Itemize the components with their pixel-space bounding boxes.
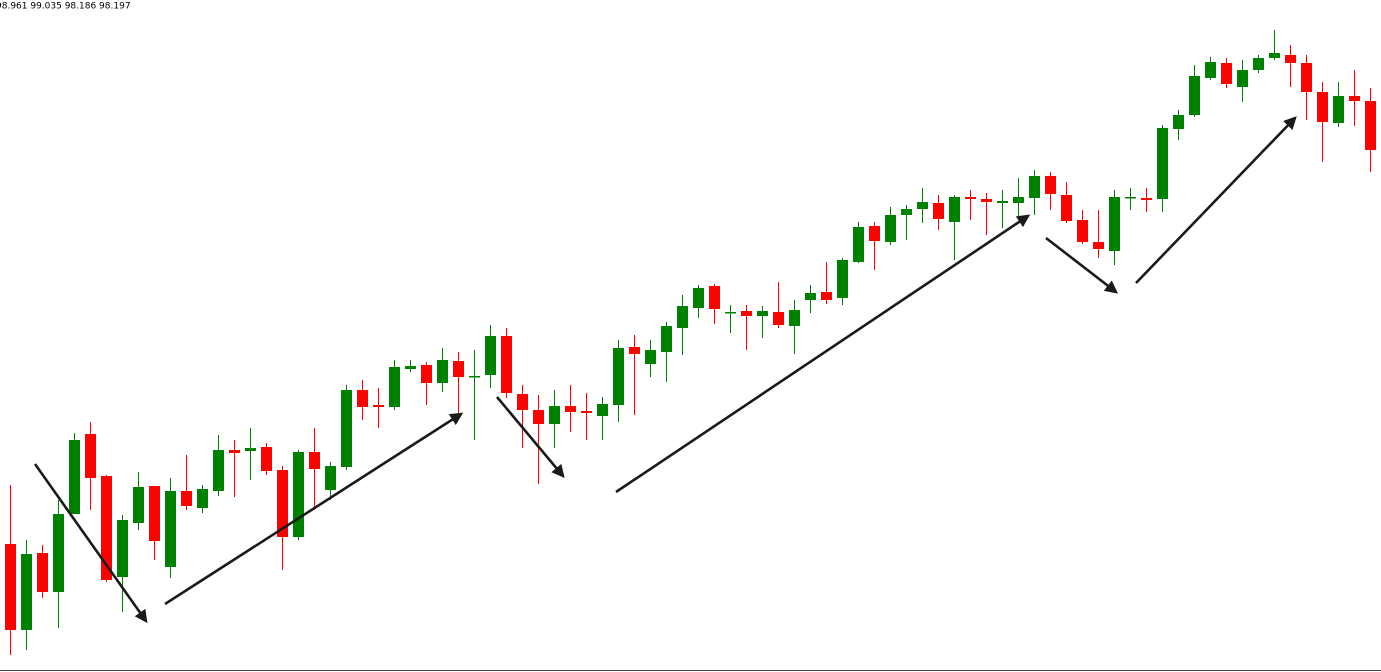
candle-body — [949, 197, 960, 222]
candle-body — [357, 390, 368, 407]
trend-arrows — [33, 116, 1297, 624]
candle-body — [677, 306, 688, 328]
candle-body — [1093, 242, 1104, 249]
arrow — [615, 214, 1031, 494]
candle-body — [965, 197, 976, 199]
candle-body — [1301, 63, 1312, 92]
candle-body — [229, 450, 240, 453]
candle-body — [341, 390, 352, 467]
ohlc-header: 98.961 99.035 98.186 98.197 — [0, 2, 131, 12]
candle-body — [405, 366, 416, 369]
candle-body — [197, 489, 208, 508]
candle-body — [1157, 128, 1168, 199]
candle-body — [629, 347, 640, 354]
candles — [5, 30, 1376, 655]
candle-body — [917, 202, 928, 209]
candle-body — [5, 544, 16, 630]
candle-body — [1013, 197, 1024, 203]
candle-body — [1205, 62, 1216, 78]
candle-body — [325, 466, 336, 490]
candle-body — [1333, 96, 1344, 123]
candle-body — [149, 486, 160, 541]
candle-body — [597, 404, 608, 416]
candle-body — [549, 406, 560, 424]
candle-body — [741, 311, 752, 316]
candle-body — [789, 310, 800, 326]
candle-body — [1029, 176, 1040, 198]
candle-body — [69, 440, 80, 514]
candle-body — [821, 292, 832, 300]
candle-body — [469, 376, 480, 378]
arrow — [1135, 116, 1297, 284]
candle-body — [85, 434, 96, 478]
candle-body — [1061, 195, 1072, 221]
candle-body — [165, 491, 176, 567]
candle-body — [933, 203, 944, 219]
candle-body — [437, 360, 448, 383]
candle-body — [293, 452, 304, 537]
arrow — [33, 463, 148, 624]
candle-body — [453, 361, 464, 377]
candle-body — [613, 348, 624, 405]
candle-body — [757, 311, 768, 316]
candle-body — [485, 336, 496, 375]
candle-body — [373, 405, 384, 407]
candle-body — [901, 209, 912, 215]
candle-body — [1141, 198, 1152, 200]
candle-body — [389, 367, 400, 407]
candle-body — [853, 227, 864, 262]
candle-body — [117, 520, 128, 577]
candle-body — [565, 406, 576, 412]
candle-body — [805, 293, 816, 300]
candle-body — [725, 312, 736, 314]
candle-body — [1125, 197, 1136, 199]
candle-body — [421, 365, 432, 383]
candle-body — [1221, 63, 1232, 84]
candle-body — [309, 452, 320, 469]
candle-body — [261, 447, 272, 471]
candle-body — [1317, 92, 1328, 122]
candle-body — [181, 491, 192, 506]
candle-body — [133, 487, 144, 523]
candle-body — [1077, 220, 1088, 242]
candle-body — [1365, 101, 1376, 150]
candle-body — [1109, 197, 1120, 251]
candle-body — [1269, 53, 1280, 58]
candle-body — [37, 553, 48, 592]
candle-body — [501, 336, 512, 393]
candle-body — [1045, 176, 1056, 194]
candle-body — [277, 470, 288, 537]
candle-body — [661, 326, 672, 352]
candle-body — [773, 312, 784, 325]
arrow — [1045, 236, 1119, 294]
candle-body — [581, 411, 592, 413]
candle-body — [213, 450, 224, 491]
arrow — [496, 396, 565, 478]
candle-body — [53, 514, 64, 592]
candle-body — [1237, 70, 1248, 87]
candle-body — [533, 410, 544, 424]
candle-body — [1349, 96, 1360, 101]
candle-body — [101, 476, 112, 580]
candle-body — [837, 260, 848, 298]
candle-body — [885, 215, 896, 242]
candle-body — [1253, 58, 1264, 70]
candle-body — [981, 199, 992, 202]
candle-body — [997, 201, 1008, 203]
candle-body — [21, 554, 32, 630]
candle-body — [645, 350, 656, 364]
candle-body — [517, 394, 528, 410]
arrow — [164, 412, 464, 606]
candle-body — [869, 226, 880, 241]
candle-body — [245, 448, 256, 451]
candle-body — [1189, 76, 1200, 115]
candle-body — [1285, 55, 1296, 63]
candle-body — [693, 288, 704, 308]
candle-body — [1173, 115, 1184, 129]
candle-body — [709, 286, 720, 309]
